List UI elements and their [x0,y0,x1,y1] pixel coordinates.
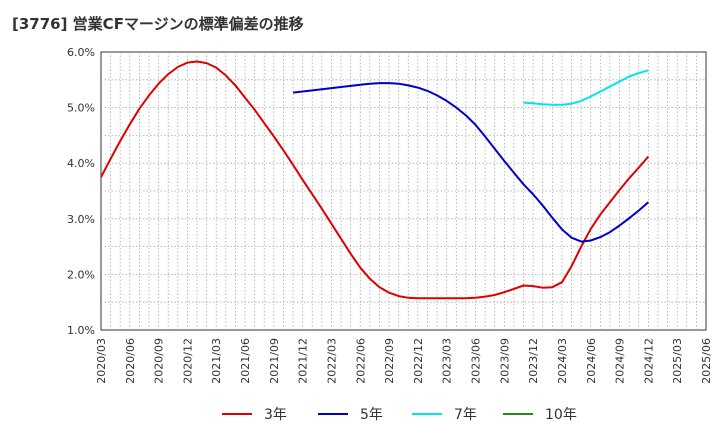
x-tick-label: 2021/12 [297,338,310,384]
legend-label-1: 5年 [360,407,383,423]
x-tick-label: 2024/09 [614,338,627,384]
x-tick-label: 2020/03 [95,338,108,384]
x-axis-ticks: 2020/03 2020/06 2020/09 2020/12 2021/03 2021/… [95,338,713,384]
series-lines [100,60,650,300]
x-tick-label: 2024/06 [585,338,598,384]
x-tick-label: 2025/06 [700,338,713,384]
legend: 3年 5年 7年 10年 [222,407,577,423]
y-tick-label: 1.0% [67,324,95,337]
y-tick-label: 5.0% [67,102,95,115]
series-line-1 [292,82,650,243]
legend-label-2: 7年 [454,407,477,423]
x-tick-label: 2023/09 [498,338,511,384]
legend-label-0: 3年 [264,407,287,423]
x-tick-label: 2022/12 [412,338,425,384]
y-axis-ticks: 1.0% 2.0% 3.0% 4.0% 5.0% 6.0% [67,46,95,337]
x-tick-label: 2024/12 [642,338,655,384]
x-tick-label: 2025/03 [671,338,684,384]
x-tick-label: 2020/06 [124,338,137,384]
series-line-2 [523,69,649,106]
x-tick-label: 2022/03 [325,338,338,384]
y-tick-label: 2.0% [67,268,95,281]
x-tick-label: 2022/06 [354,338,367,384]
x-tick-label: 2023/12 [527,338,540,384]
x-tick-label: 2023/06 [470,338,483,384]
x-tick-label: 2024/03 [556,338,569,384]
y-tick-label: 4.0% [67,157,95,170]
series-line-0 [100,60,650,300]
x-tick-label: 2022/09 [383,338,396,384]
x-tick-label: 2021/06 [239,338,252,384]
y-tick-label: 6.0% [67,46,95,59]
x-tick-label: 2021/03 [210,338,223,384]
x-tick-label: 2020/09 [153,338,166,384]
chart-title: [3776] 営業CFマージンの標準偏差の推移 [12,15,304,33]
x-tick-label: 2021/09 [268,338,281,384]
y-tick-label: 3.0% [67,213,95,226]
x-tick-label: 2020/12 [181,338,194,384]
legend-label-3: 10年 [545,407,577,423]
x-tick-label: 2023/03 [441,338,454,384]
